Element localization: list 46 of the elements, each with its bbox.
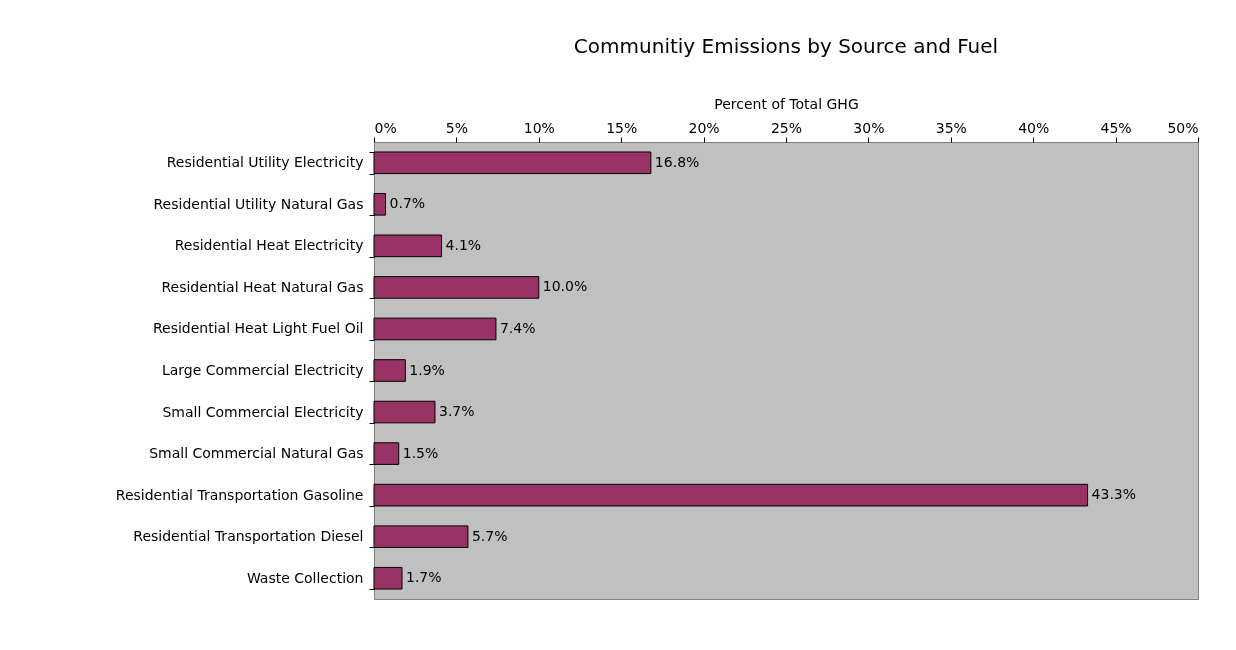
x-tick-label: 20% — [688, 119, 720, 136]
y-tick-label: Residential Heat Natural Gas — [161, 278, 364, 295]
data-label: 5.7% — [471, 527, 508, 544]
x-axis-title: Percent of Total GHG — [714, 95, 859, 112]
x-tick-label: 35% — [935, 119, 967, 136]
y-tick-label: Residential Transportation Gasoline — [115, 486, 364, 503]
y-tick-label: Waste Collection — [246, 569, 364, 586]
x-tick-label: 0% — [374, 119, 397, 136]
y-tick-label: Small Commercial Natural Gas — [149, 445, 364, 462]
x-tick-label: 40% — [1018, 119, 1050, 136]
bar — [373, 442, 400, 465]
bar — [373, 400, 436, 424]
data-label: 0.7% — [389, 195, 426, 212]
x-tick-label: 5% — [445, 119, 469, 136]
y-tick-label: Residential Transportation Diesel — [133, 528, 364, 545]
y-tick-label: Small Commercial Electricity — [162, 403, 364, 420]
x-tick-label: 15% — [606, 119, 638, 136]
bar — [373, 317, 497, 341]
data-label: 1.9% — [409, 361, 445, 378]
data-label: 1.7% — [406, 569, 442, 586]
x-tick-label: 25% — [770, 119, 803, 136]
data-label: 10.0% — [542, 278, 588, 295]
bar — [373, 193, 387, 216]
y-tick-label: Residential Utility Electricity — [166, 154, 364, 171]
data-label: 3.7% — [438, 403, 475, 420]
y-tick-label: Residential Heat Light Fuel Oil — [152, 320, 364, 337]
y-tick-label: Residential Utility Natural Gas — [153, 195, 364, 212]
x-tick-label: 45% — [1100, 119, 1132, 136]
x-tick-label: 10% — [523, 119, 555, 136]
bar — [373, 151, 652, 175]
data-label: 1.5% — [402, 444, 439, 461]
x-tick-label: 50% — [1167, 119, 1199, 136]
x-tick-label: 30% — [853, 119, 885, 136]
data-label: 7.4% — [499, 319, 536, 336]
bar — [373, 359, 406, 382]
chart-title: Communitiy Emissions by Source and Fuel — [573, 34, 999, 58]
bar — [373, 525, 469, 548]
y-tick-label: Large Commercial Electricity — [161, 362, 364, 378]
bar — [373, 276, 540, 299]
data-label: 43.3% — [1091, 486, 1137, 503]
y-tick-label: Residential Heat Electricity — [174, 237, 364, 254]
bar — [373, 566, 403, 590]
data-label: 16.8% — [654, 153, 700, 170]
data-label: 4.1% — [445, 236, 482, 253]
bar — [373, 483, 1089, 507]
bar — [373, 234, 443, 258]
